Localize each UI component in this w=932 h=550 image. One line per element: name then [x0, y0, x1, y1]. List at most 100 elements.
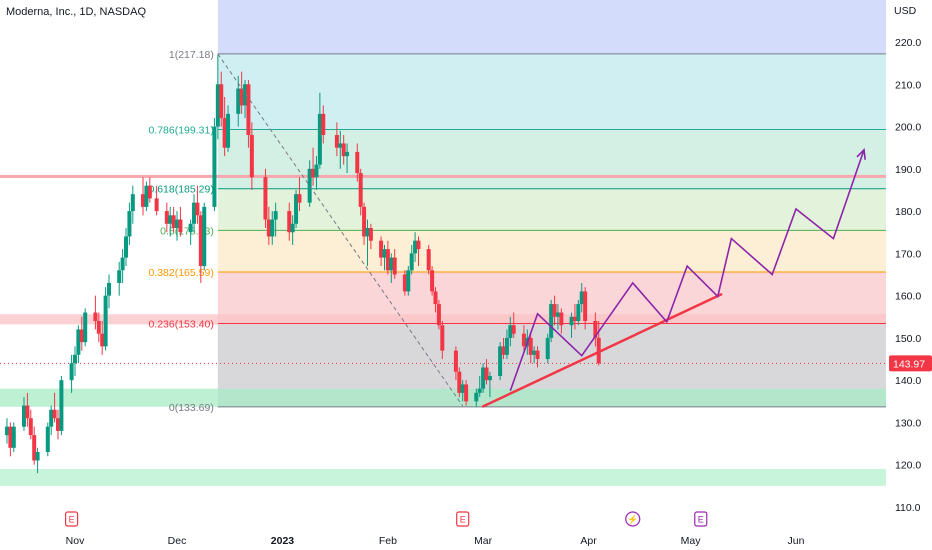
candle-body [549, 304, 554, 338]
candle-body [453, 350, 458, 372]
candle-body [385, 249, 390, 271]
support-zone [0, 468, 886, 486]
earnings-event-icon[interactable]: E [694, 511, 708, 527]
time-tick-label: Jun [788, 535, 805, 547]
candle-body [365, 228, 370, 237]
candle-body [219, 84, 224, 119]
candle-body [263, 177, 268, 220]
fib-level-label: 0.382(165.59) [148, 267, 213, 279]
candle-body [433, 291, 438, 305]
candle-body [341, 143, 346, 157]
candle-body [484, 367, 489, 381]
price-tick-label: 220.0 [895, 37, 921, 49]
ascending-trendline[interactable] [481, 293, 723, 408]
fib-band [217, 230, 887, 273]
candle-body [569, 316, 574, 326]
candle-body [307, 168, 312, 203]
candle-body [334, 135, 339, 148]
earnings-event-icon[interactable]: E [456, 511, 470, 527]
candle-body [100, 333, 105, 347]
candle-body [416, 240, 421, 250]
last-price-badge [889, 355, 932, 372]
fib-band [217, 129, 887, 189]
candle-body [168, 215, 173, 224]
candle-body [504, 337, 509, 355]
candle-body [355, 151, 360, 174]
fib-band [217, 188, 887, 231]
candle-body [552, 304, 557, 317]
candle-body [198, 215, 203, 267]
candle-body [8, 426, 13, 448]
candle-body [222, 118, 227, 148]
time-axis[interactable]: Nov Dec 2023 Feb Mar Apr May Jun [0, 530, 886, 550]
candle-body [249, 135, 254, 178]
candle-body [164, 211, 169, 224]
candle-body [508, 325, 513, 338]
candle-body [314, 164, 319, 178]
price-tick-label: 110.0 [895, 502, 921, 514]
projection-path[interactable] [509, 149, 865, 392]
candle-body [52, 409, 57, 419]
dividend-event-icon[interactable]: ⚡ [625, 511, 641, 527]
candle-body [273, 211, 278, 220]
candle-body [171, 215, 176, 228]
price-axis[interactable]: USD 110.0 120.0 130.0 140.0 150.0 160.0 170.0 18… [886, 0, 932, 550]
candle-body [338, 143, 343, 148]
support-resistance-zones [0, 174, 886, 486]
candle-body [532, 350, 537, 355]
candle-body [521, 333, 526, 347]
time-tick-label: Dec [168, 535, 187, 547]
candle-body [215, 84, 220, 127]
candle-body [11, 426, 16, 448]
candle-body [45, 426, 50, 453]
candle-body [76, 329, 81, 355]
candle-body [270, 219, 275, 237]
candle-body [464, 384, 469, 402]
price-tick-label: 170.0 [895, 248, 921, 260]
event-markers[interactable]: E E ⚡ E [64, 511, 708, 527]
candle-body [178, 219, 183, 233]
candle-body [583, 291, 588, 321]
candle-body [236, 88, 241, 114]
fib-level-label: 0.786(199.31) [148, 124, 213, 136]
candle-body [317, 113, 322, 165]
candle-body [406, 270, 411, 292]
candle-body [430, 270, 435, 292]
earnings-badge [694, 511, 708, 527]
candle-body [124, 236, 129, 258]
candle-body [202, 206, 207, 267]
candle-body [362, 206, 367, 237]
fib-level-label: 0(133.69) [169, 402, 214, 414]
projection-arrowhead [856, 148, 866, 160]
earnings-event-icon[interactable]: E [64, 511, 79, 527]
candle-body [246, 84, 251, 135]
candle-body [368, 228, 373, 241]
candle-body [144, 185, 149, 207]
price-tick-label: 160.0 [895, 291, 921, 303]
candle-body [35, 452, 40, 461]
candle-body [96, 321, 101, 334]
candle-body [287, 211, 292, 233]
candle-body [103, 295, 108, 347]
candle-body [321, 113, 326, 135]
drawing-lines[interactable] [217, 53, 866, 408]
candle-body [457, 371, 462, 393]
fib-level-label: 0.618(185.29) [148, 184, 213, 196]
candle-body [402, 274, 407, 292]
event-label: ⚡ [627, 514, 638, 526]
fib-level-label: 1(217.18) [169, 49, 214, 61]
candle-body [4, 426, 9, 436]
candle-body [358, 173, 363, 207]
candle-body [498, 346, 503, 376]
candle-body [188, 223, 193, 233]
event-label: E [460, 515, 466, 525]
price-tick-label: 180.0 [895, 206, 921, 218]
candle-body [55, 418, 60, 431]
price-tick-label: 150.0 [895, 333, 921, 345]
price-tick-label: 130.0 [895, 417, 921, 429]
candle-body [32, 435, 37, 461]
chart-title: Moderna, Inc., 1D, NASDAQ [6, 6, 146, 18]
candle-body [127, 211, 132, 237]
candle-body [511, 325, 516, 334]
